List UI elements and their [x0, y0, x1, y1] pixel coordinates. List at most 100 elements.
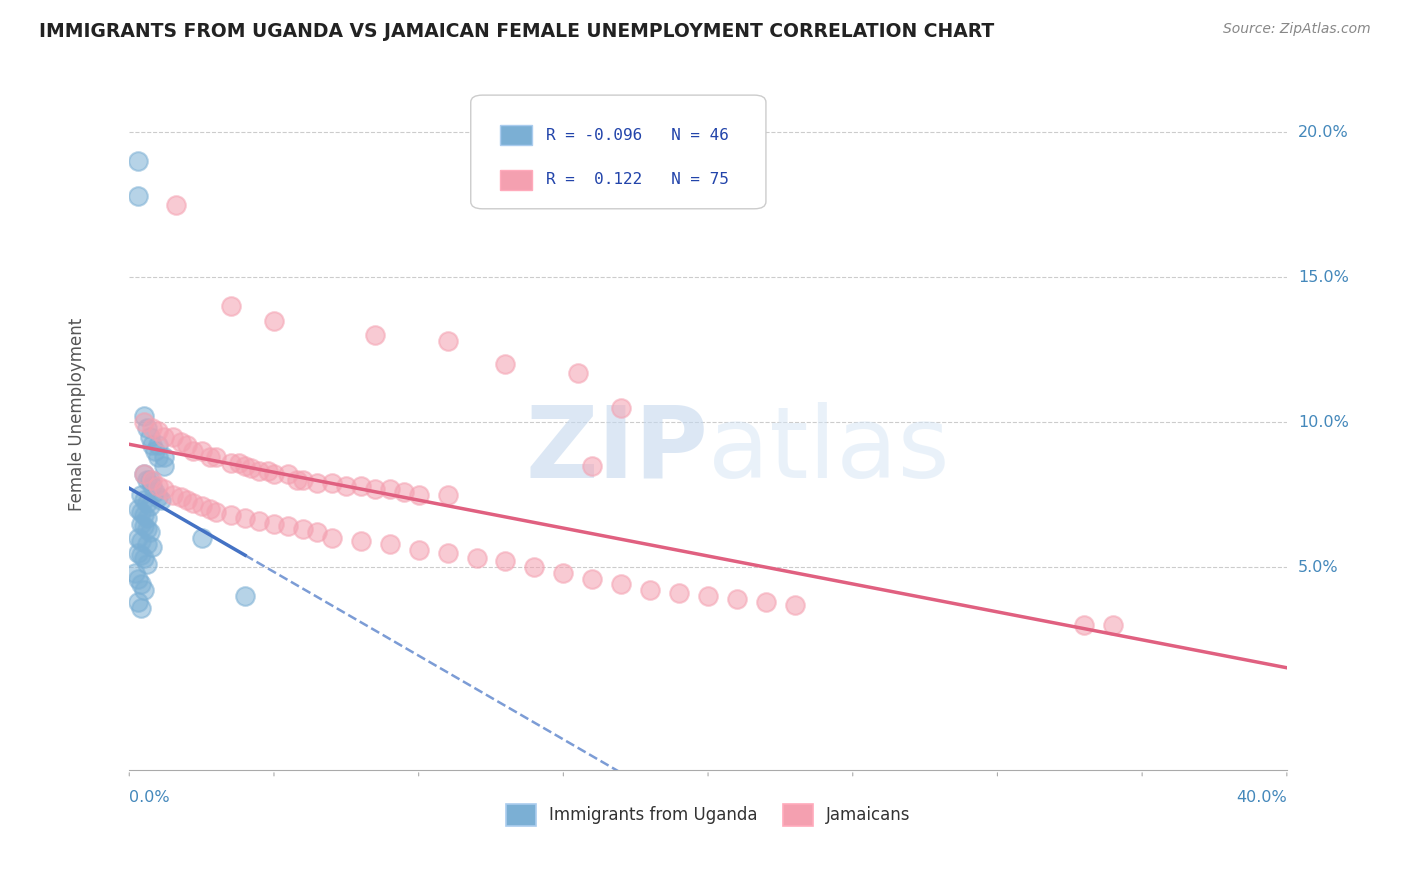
Point [1102, 618, 1125, 632]
Point [124, 566, 146, 580]
Point [148, 479, 170, 493]
Point [321, 531, 343, 545]
Point [190, 531, 212, 545]
Point [495, 357, 517, 371]
Point [378, 537, 401, 551]
Point [436, 545, 458, 559]
Point [257, 464, 280, 478]
FancyBboxPatch shape [499, 169, 531, 190]
Point [200, 502, 222, 516]
Point [219, 456, 242, 470]
Point [181, 496, 204, 510]
Point [581, 572, 603, 586]
Text: 0.0%: 0.0% [129, 790, 170, 805]
Point [127, 154, 149, 169]
Point [143, 484, 166, 499]
Point [135, 522, 157, 536]
Point [783, 598, 806, 612]
Point [132, 493, 155, 508]
Point [408, 487, 430, 501]
Point [153, 429, 176, 443]
Text: 5.0%: 5.0% [1298, 559, 1339, 574]
Point [135, 421, 157, 435]
Point [127, 531, 149, 545]
Point [129, 487, 152, 501]
Point [181, 444, 204, 458]
Point [132, 467, 155, 482]
Point [495, 554, 517, 568]
Point [129, 577, 152, 591]
Text: 15.0%: 15.0% [1298, 269, 1348, 285]
Point [263, 516, 285, 531]
Point [132, 415, 155, 429]
Point [233, 589, 256, 603]
Point [138, 473, 160, 487]
Point [436, 487, 458, 501]
Text: atlas: atlas [709, 401, 949, 499]
Point [610, 577, 633, 591]
Point [153, 458, 176, 473]
Point [610, 401, 633, 415]
Point [170, 435, 193, 450]
Text: 20.0%: 20.0% [1298, 125, 1348, 139]
Point [291, 473, 314, 487]
Point [335, 479, 357, 493]
Point [127, 545, 149, 559]
Text: R = -0.096   N = 46: R = -0.096 N = 46 [546, 128, 728, 143]
Point [135, 537, 157, 551]
Point [553, 566, 575, 580]
Text: 40.0%: 40.0% [1236, 790, 1286, 805]
Point [408, 542, 430, 557]
Point [132, 409, 155, 424]
Point [132, 508, 155, 522]
Point [205, 505, 228, 519]
Point [436, 334, 458, 348]
Point [162, 487, 184, 501]
Point [148, 424, 170, 438]
Point [132, 551, 155, 566]
Legend: Immigrants from Uganda, Jamaicans: Immigrants from Uganda, Jamaicans [506, 805, 911, 826]
Point [129, 533, 152, 548]
Point [150, 493, 173, 508]
Point [219, 299, 242, 313]
Point [148, 450, 170, 464]
Text: 10.0%: 10.0% [1298, 415, 1348, 430]
Point [190, 499, 212, 513]
Point [581, 458, 603, 473]
Point [725, 591, 748, 606]
Text: ZIP: ZIP [526, 401, 709, 499]
Point [755, 595, 778, 609]
Point [135, 510, 157, 524]
Point [523, 560, 546, 574]
Point [132, 467, 155, 482]
Text: Source: ZipAtlas.com: Source: ZipAtlas.com [1223, 22, 1371, 37]
Point [200, 450, 222, 464]
Point [127, 572, 149, 586]
Point [153, 482, 176, 496]
Point [138, 429, 160, 443]
Text: R =  0.122   N = 75: R = 0.122 N = 75 [546, 172, 728, 187]
Point [239, 461, 262, 475]
Point [277, 519, 299, 533]
Point [697, 589, 720, 603]
Point [291, 522, 314, 536]
Point [141, 473, 163, 487]
Point [135, 557, 157, 571]
Text: Female Unemployment: Female Unemployment [67, 318, 86, 511]
Point [132, 583, 155, 598]
Point [141, 421, 163, 435]
Point [176, 438, 198, 452]
Point [132, 519, 155, 533]
Point [321, 475, 343, 490]
FancyBboxPatch shape [471, 95, 766, 209]
Point [378, 482, 401, 496]
Point [138, 525, 160, 540]
Point [249, 464, 271, 478]
Point [205, 450, 228, 464]
Point [638, 583, 661, 598]
Point [148, 491, 170, 505]
Point [129, 505, 152, 519]
Point [285, 473, 308, 487]
Point [307, 475, 329, 490]
Point [392, 484, 415, 499]
